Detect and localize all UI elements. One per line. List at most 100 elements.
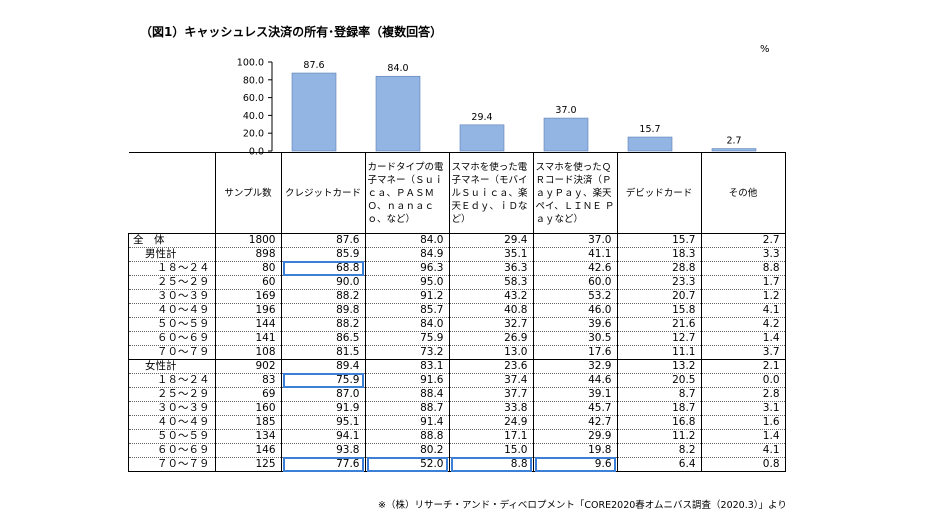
value-cell: 4.1 bbox=[700, 303, 786, 318]
header-category: スマホを使った電子マネー（モバイルＳｕｉｃａ、楽天Ｅｄｙ、ｉＤなど） bbox=[448, 152, 534, 234]
bar-value-label: 37.0 bbox=[555, 105, 576, 116]
y-tick-label: 80.0 bbox=[243, 75, 264, 86]
value-cell: 19.8 bbox=[532, 443, 618, 458]
value-cell: 18.7 bbox=[616, 401, 702, 416]
value-cell: 88.4 bbox=[364, 387, 450, 402]
table-row: 全 体 1800 87.6 84.0 29.4 37.0 15.7 2.7 bbox=[128, 233, 786, 248]
value-cell: 0.8 bbox=[700, 457, 786, 472]
y-tick-label: 40.0 bbox=[243, 111, 264, 122]
table-row: ３０～３９ 169 88.2 91.2 43.2 53.2 20.7 1.2 bbox=[128, 289, 786, 304]
row-label: ６０～６９ bbox=[128, 443, 216, 458]
row-label: ７０～７９ bbox=[128, 457, 216, 472]
value-cell: 44.6 bbox=[532, 373, 618, 388]
sample-size-cell: 169 bbox=[214, 289, 282, 304]
value-cell: 96.3 bbox=[364, 261, 450, 276]
bar-value-label: 84.0 bbox=[387, 63, 408, 74]
row-label: 男性計 bbox=[128, 247, 216, 262]
value-cell: 15.0 bbox=[448, 443, 534, 458]
table-row: ４０～４９ 196 89.8 85.7 40.8 46.0 15.8 4.1 bbox=[128, 303, 786, 318]
value-cell: 39.1 bbox=[532, 387, 618, 402]
value-cell: 91.6 bbox=[364, 373, 450, 388]
value-cell: 24.9 bbox=[448, 415, 534, 430]
value-cell: 73.2 bbox=[364, 345, 450, 360]
value-cell: 13.0 bbox=[448, 345, 534, 360]
value-cell: 42.7 bbox=[532, 415, 618, 430]
value-cell: 1.4 bbox=[700, 429, 786, 444]
value-cell: 83.1 bbox=[364, 359, 450, 374]
value-cell: 21.6 bbox=[616, 317, 702, 332]
table-header-row: サンプル数 クレジットカード カードタイプの電子マネー（Ｓｕｉｃａ、ＰＡＳＭＯ、ｎ… bbox=[128, 152, 786, 234]
bar-series: 87.6 84.0 29.4 37.0 15.7 2.7 bbox=[291, 60, 757, 152]
value-cell: 1.2 bbox=[700, 289, 786, 304]
header-category: カードタイプの電子マネー（Ｓｕｉｃａ、ＰＡＳＭＯ、ｎａｎａｃｏ、など） bbox=[364, 152, 450, 234]
value-cell: 32.9 bbox=[532, 359, 618, 374]
value-cell: 75.9 bbox=[280, 373, 366, 389]
value-cell: 95.1 bbox=[280, 415, 366, 430]
row-label: ３０～３９ bbox=[128, 289, 216, 304]
value-cell: 2.7 bbox=[700, 233, 786, 248]
value-cell: 86.5 bbox=[280, 331, 366, 346]
value-cell: 17.1 bbox=[448, 429, 534, 444]
value-cell: 84.0 bbox=[364, 317, 450, 332]
value-cell: 33.8 bbox=[448, 401, 534, 416]
value-cell: 58.3 bbox=[448, 275, 534, 290]
value-cell: 20.7 bbox=[616, 289, 702, 304]
value-cell: 95.0 bbox=[364, 275, 450, 290]
value-cell: 16.8 bbox=[616, 415, 702, 430]
value-cell: 84.0 bbox=[364, 233, 450, 248]
value-cell: 12.7 bbox=[616, 331, 702, 346]
value-cell: 91.2 bbox=[364, 289, 450, 304]
value-cell: 1.4 bbox=[700, 331, 786, 346]
value-cell: 13.2 bbox=[616, 359, 702, 374]
value-cell: 45.7 bbox=[532, 401, 618, 416]
bar-value-label: 2.7 bbox=[726, 136, 741, 147]
value-cell: 39.6 bbox=[532, 317, 618, 332]
source-note: ※（株）リサーチ・アンド・ディベロプメント「CORE2020春オムニバス調査（2… bbox=[378, 500, 787, 511]
sample-size-cell: 80 bbox=[214, 261, 282, 276]
value-cell: 15.8 bbox=[616, 303, 702, 318]
value-cell: 26.9 bbox=[448, 331, 534, 346]
header-category: その他 bbox=[700, 152, 786, 234]
bar bbox=[459, 124, 505, 152]
value-cell: 3.7 bbox=[700, 345, 786, 360]
value-cell: 89.4 bbox=[280, 359, 366, 374]
sample-size-cell: 141 bbox=[214, 331, 282, 346]
value-cell: 91.4 bbox=[364, 415, 450, 430]
row-label: ４０～４９ bbox=[128, 415, 216, 430]
bar-value-label: 29.4 bbox=[471, 112, 492, 123]
value-cell: 1.6 bbox=[700, 415, 786, 430]
value-cell: 77.6 bbox=[280, 457, 366, 473]
value-cell: 88.8 bbox=[364, 429, 450, 444]
value-cell: 53.2 bbox=[532, 289, 618, 304]
row-label: 全 体 bbox=[128, 233, 216, 248]
value-cell: 93.8 bbox=[280, 443, 366, 458]
value-cell: 1.7 bbox=[700, 275, 786, 290]
table-row: １８～２４ 80 68.8 96.3 36.3 42.6 28.8 8.8 bbox=[128, 261, 786, 277]
table-row: ６０～６９ 146 93.8 80.2 15.0 19.8 8.2 4.1 bbox=[128, 443, 786, 458]
header-empty-cell bbox=[128, 152, 216, 234]
value-cell: 8.7 bbox=[616, 387, 702, 402]
value-cell: 41.1 bbox=[532, 247, 618, 262]
y-tick-label: 100.0 bbox=[237, 58, 264, 69]
bar bbox=[711, 148, 757, 152]
value-cell: 40.8 bbox=[448, 303, 534, 318]
value-cell: 28.8 bbox=[616, 261, 702, 276]
sample-size-cell: 134 bbox=[214, 429, 282, 444]
sample-size-cell: 160 bbox=[214, 401, 282, 416]
value-cell: 3.1 bbox=[700, 401, 786, 416]
table-row: ４０～４９ 185 95.1 91.4 24.9 42.7 16.8 1.6 bbox=[128, 415, 786, 430]
value-cell: 3.3 bbox=[700, 247, 786, 262]
row-label: １８～２４ bbox=[128, 373, 216, 388]
sample-size-cell: 902 bbox=[214, 359, 282, 374]
value-cell: 8.2 bbox=[616, 443, 702, 458]
value-cell: 90.0 bbox=[280, 275, 366, 290]
value-cell: 75.9 bbox=[364, 331, 450, 346]
sample-size-cell: 146 bbox=[214, 443, 282, 458]
value-cell: 15.7 bbox=[616, 233, 702, 248]
row-label: ２５～２９ bbox=[128, 387, 216, 402]
row-label: １８～２４ bbox=[128, 261, 216, 276]
row-label: ５０～５９ bbox=[128, 317, 216, 332]
bar-value-label: 87.6 bbox=[303, 60, 324, 71]
value-cell: 35.1 bbox=[448, 247, 534, 262]
